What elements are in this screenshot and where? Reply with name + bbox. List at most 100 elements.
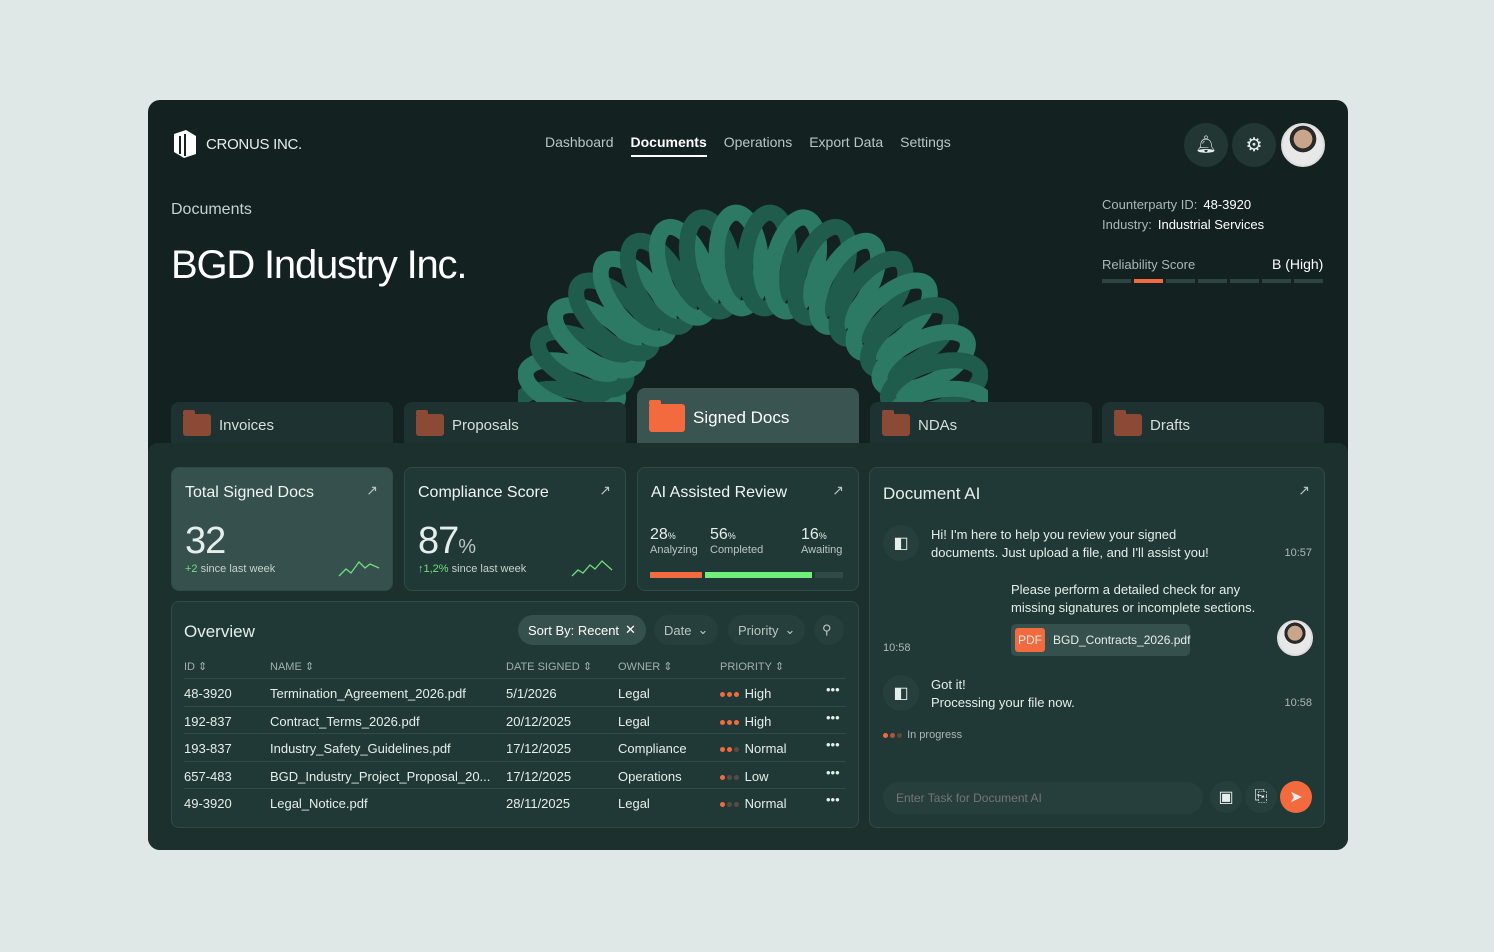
date-filter[interactable]: Date ⌄ xyxy=(654,615,719,645)
col-date[interactable]: DATE SIGNED ⇕ xyxy=(506,661,593,673)
close-icon[interactable]: ✕ xyxy=(625,622,636,637)
compliance-score-card[interactable]: Compliance Score ↗ 87% ↑1,2% since last … xyxy=(404,467,626,591)
tab-proposals[interactable]: Proposals xyxy=(404,402,626,448)
cell-date: 20/12/2025 xyxy=(506,713,572,729)
review-breakdown: 28% Analyzing 56% Completed 16% Awaiting xyxy=(650,526,846,578)
expand-arrow-icon[interactable]: ↗ xyxy=(599,482,611,498)
cell-owner: Operations xyxy=(618,768,682,784)
chevron-down-icon: ⌄ xyxy=(784,622,796,637)
total-signed-card[interactable]: Total Signed Docs ↗ 32 +2 since last wee… xyxy=(171,467,393,591)
cell-name[interactable]: Termination_Agreement_2026.pdf xyxy=(270,686,466,701)
tab-signed-docs[interactable]: Signed Docs xyxy=(637,388,859,448)
industry: Industry: Industrial Services xyxy=(1102,217,1265,232)
main-nav: Dashboard Documents Operations Export Da… xyxy=(545,134,951,157)
table-row[interactable]: 48-3920 Termination_Agreement_2026.pdf 5/1… xyxy=(184,678,846,705)
coil-ring xyxy=(568,272,661,362)
nav-export-data[interactable]: Export Data xyxy=(809,134,884,150)
nav-settings[interactable]: Settings xyxy=(900,134,951,150)
col-name[interactable]: NAME ⇕ xyxy=(270,661,315,673)
folder-icon xyxy=(183,410,211,436)
attachment-chip[interactable]: PDF BGD_Contracts_2026.pdf xyxy=(1011,624,1190,656)
table-row[interactable]: 657-483 BGD_Industry_Project_Proposal_20.… xyxy=(184,760,846,788)
app-window: CRONUS INC. Dashboard Documents Operatio… xyxy=(148,100,1348,850)
table-row[interactable]: 49-3920 Legal_Notice.pdf 28/11/2025 Legal N… xyxy=(184,788,846,815)
user-avatar[interactable] xyxy=(1281,123,1325,167)
expand-arrow-icon[interactable]: ↗ xyxy=(366,482,378,498)
expand-arrow-icon[interactable]: ↗ xyxy=(1298,482,1310,498)
more-options-icon[interactable]: ••• xyxy=(826,764,840,780)
brand-logo[interactable]: CRONUS INC. xyxy=(170,128,302,160)
attachment-name: BGD_Contracts_2026.pdf xyxy=(1053,633,1191,647)
card-title: Total Signed Docs xyxy=(185,484,314,501)
message-time: 10:58 xyxy=(1284,697,1312,709)
card-title: Compliance Score xyxy=(418,484,549,501)
expand-arrow-icon[interactable]: ↗ xyxy=(832,482,844,498)
tab-ndas[interactable]: NDAs xyxy=(870,402,1092,448)
cell-date: 5/1/2026 xyxy=(506,686,557,701)
priority-filter[interactable]: Priority ⌄ xyxy=(728,615,806,645)
cell-id: 48-3920 xyxy=(184,686,232,701)
scan-button[interactable]: ▣ xyxy=(1210,781,1242,813)
message-time: 10:57 xyxy=(1284,547,1312,559)
cell-owner: Legal xyxy=(618,713,650,729)
message-time: 10:58 xyxy=(883,642,911,654)
attach-button[interactable]: ⎘ xyxy=(1245,781,1277,813)
send-icon: ➤ xyxy=(1289,789,1303,806)
review-stat: 56% Completed xyxy=(710,526,764,556)
settings-button[interactable]: ⚙ xyxy=(1232,123,1276,167)
bell-icon: 🔔︎ xyxy=(1195,135,1217,154)
reliability-segment xyxy=(1134,279,1163,283)
reliability-segment xyxy=(1102,279,1131,283)
search-button[interactable]: ⚲ xyxy=(814,615,844,645)
review-stat: 28% Analyzing xyxy=(650,526,698,556)
cronus-logo-icon xyxy=(174,130,196,158)
cell-date: 17/12/2025 xyxy=(506,768,572,784)
ai-review-card[interactable]: AI Assisted Review ↗ 28% Analyzing 56% Comp… xyxy=(637,467,859,591)
more-options-icon[interactable]: ••• xyxy=(826,709,840,725)
nav-documents[interactable]: Documents xyxy=(630,134,707,157)
col-owner[interactable]: OWNER ⇕ xyxy=(618,661,673,673)
cronus-logo-icon: ◧ xyxy=(893,685,909,702)
sort-chip[interactable]: Sort By: Recent ✕ xyxy=(518,615,646,645)
cell-id: 192-837 xyxy=(184,713,232,729)
more-options-icon[interactable]: ••• xyxy=(826,682,840,697)
scan-icon: ▣ xyxy=(1218,789,1234,806)
document-ai-panel: Document AI ↗ ◧ Hi! I'm here to help you… xyxy=(869,467,1325,828)
ai-task-input[interactable] xyxy=(883,782,1203,814)
table-row[interactable]: 192-837 Contract_Terms_2026.pdf 20/12/2025… xyxy=(184,705,846,733)
coil-ring xyxy=(736,204,798,317)
folder-icon xyxy=(1114,410,1142,436)
tab-drafts[interactable]: Drafts xyxy=(1102,402,1324,448)
sparkline-icon xyxy=(571,560,613,577)
table-row[interactable]: 193-837 Industry_Safety_Guidelines.pdf 17/… xyxy=(184,733,846,760)
send-button[interactable]: ➤ xyxy=(1280,781,1312,813)
coil-ring xyxy=(871,324,976,398)
cell-name[interactable]: Contract_Terms_2026.pdf xyxy=(270,713,420,729)
coil-ring xyxy=(763,209,828,320)
search-icon: ⚲ xyxy=(822,622,832,637)
ai-title: Document AI xyxy=(883,484,981,503)
coil-ring xyxy=(592,250,678,347)
nav-dashboard[interactable]: Dashboard xyxy=(545,134,614,150)
priority-label: High xyxy=(744,686,772,701)
notifications-button[interactable]: 🔔︎ xyxy=(1184,123,1228,167)
cell-name[interactable]: Legal_Notice.pdf xyxy=(270,796,368,811)
breadcrumb: Documents xyxy=(171,201,252,218)
overview-table: Overview Sort By: Recent ✕ Date ⌄ Priority… xyxy=(171,601,859,828)
priority-label: Normal xyxy=(744,741,787,756)
col-id[interactable]: ID ⇕ xyxy=(184,661,208,673)
cell-name[interactable]: Industry_Safety_Guidelines.pdf xyxy=(270,741,451,756)
cell-name[interactable]: BGD_Industry_Project_Proposal_20... xyxy=(270,768,491,784)
more-options-icon[interactable]: ••• xyxy=(826,792,840,807)
bot-avatar: ◧ xyxy=(883,525,919,561)
nav-operations[interactable]: Operations xyxy=(723,134,793,150)
tab-label: NDAs xyxy=(918,416,958,434)
col-priority[interactable]: PRIORITY ⇕ xyxy=(720,661,785,673)
review-bar xyxy=(814,572,843,578)
coil-ring xyxy=(787,218,857,326)
cell-date: 17/12/2025 xyxy=(506,741,572,756)
folder-icon xyxy=(649,400,685,432)
more-options-icon[interactable]: ••• xyxy=(826,737,840,752)
overview-title: Overview xyxy=(184,622,255,641)
tab-invoices[interactable]: Invoices xyxy=(171,402,393,448)
